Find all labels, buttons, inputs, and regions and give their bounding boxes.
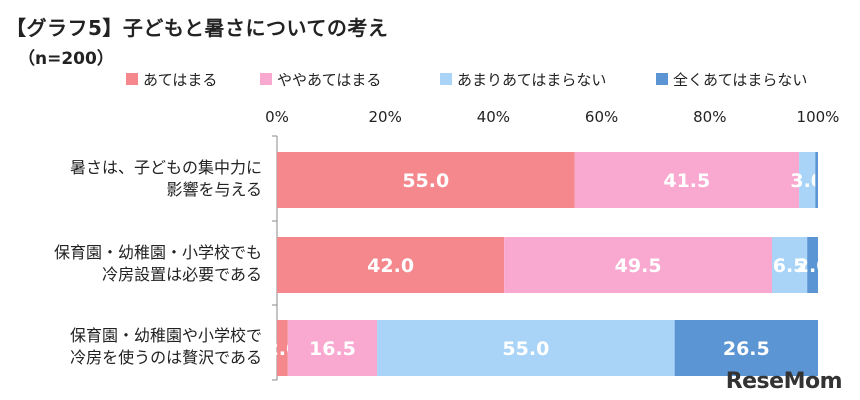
bar-segment xyxy=(277,320,288,376)
x-tick-label: 100% xyxy=(797,108,840,126)
category-label: 保育園・幼稚園・小学校でも xyxy=(54,243,262,262)
category-label: 冷房設置は必要である xyxy=(102,265,262,284)
bar-segment xyxy=(277,152,575,208)
legend-label-2: ややあてはまる xyxy=(277,71,381,89)
data-label: 42.0 xyxy=(367,255,414,277)
category-label: 影響を与える xyxy=(166,180,262,199)
x-tick-label: 0% xyxy=(265,108,289,126)
chart-title: 【グラフ5】子どもと暑さについての考え xyxy=(6,16,389,40)
bar-segment xyxy=(772,237,808,293)
bar-segment xyxy=(815,152,818,208)
x-tick-label: 80% xyxy=(693,108,726,126)
data-label: 55.0 xyxy=(402,170,449,192)
bar-segment xyxy=(277,237,505,293)
resemom-logo: ReseMom xyxy=(725,369,843,394)
x-tick-label: 40% xyxy=(477,108,510,126)
data-label: 3.0 xyxy=(790,170,824,192)
legend-swatch-2 xyxy=(260,73,272,85)
legend-label-3: あまりあてはまらない xyxy=(457,71,606,89)
category-label: 保育園・幼稚園や小学校で xyxy=(70,326,262,345)
bar-segment xyxy=(287,320,378,376)
data-label: 49.5 xyxy=(615,255,662,277)
chart-subtitle: （n=200） xyxy=(18,49,114,69)
bar-segment xyxy=(807,237,818,293)
data-label: 41.5 xyxy=(663,170,710,192)
legend-swatch-3 xyxy=(440,73,452,85)
bar-segment xyxy=(574,152,800,208)
category-label: 暑さは、子どもの集中力に xyxy=(70,158,262,177)
legend-label-1: あてはまる xyxy=(143,71,217,89)
data-label: 16.5 xyxy=(309,338,356,360)
x-tick-label: 60% xyxy=(585,108,618,126)
legend-swatch-1 xyxy=(126,73,138,85)
x-tick-label: 20% xyxy=(369,108,402,126)
bar-segment xyxy=(504,237,773,293)
data-label: 2.0 xyxy=(796,255,830,277)
category-label: 冷房を使うのは贅沢である xyxy=(70,348,262,367)
bar-segment xyxy=(799,152,816,208)
bar-segment xyxy=(377,320,675,376)
bar-segment xyxy=(674,320,818,376)
data-label: 55.0 xyxy=(502,338,549,360)
data-label: 6.5 xyxy=(773,255,807,277)
legend-label-4: 全くあてはまらない xyxy=(673,71,807,89)
data-label: 26.5 xyxy=(723,338,770,360)
legend-swatch-4 xyxy=(656,73,668,85)
